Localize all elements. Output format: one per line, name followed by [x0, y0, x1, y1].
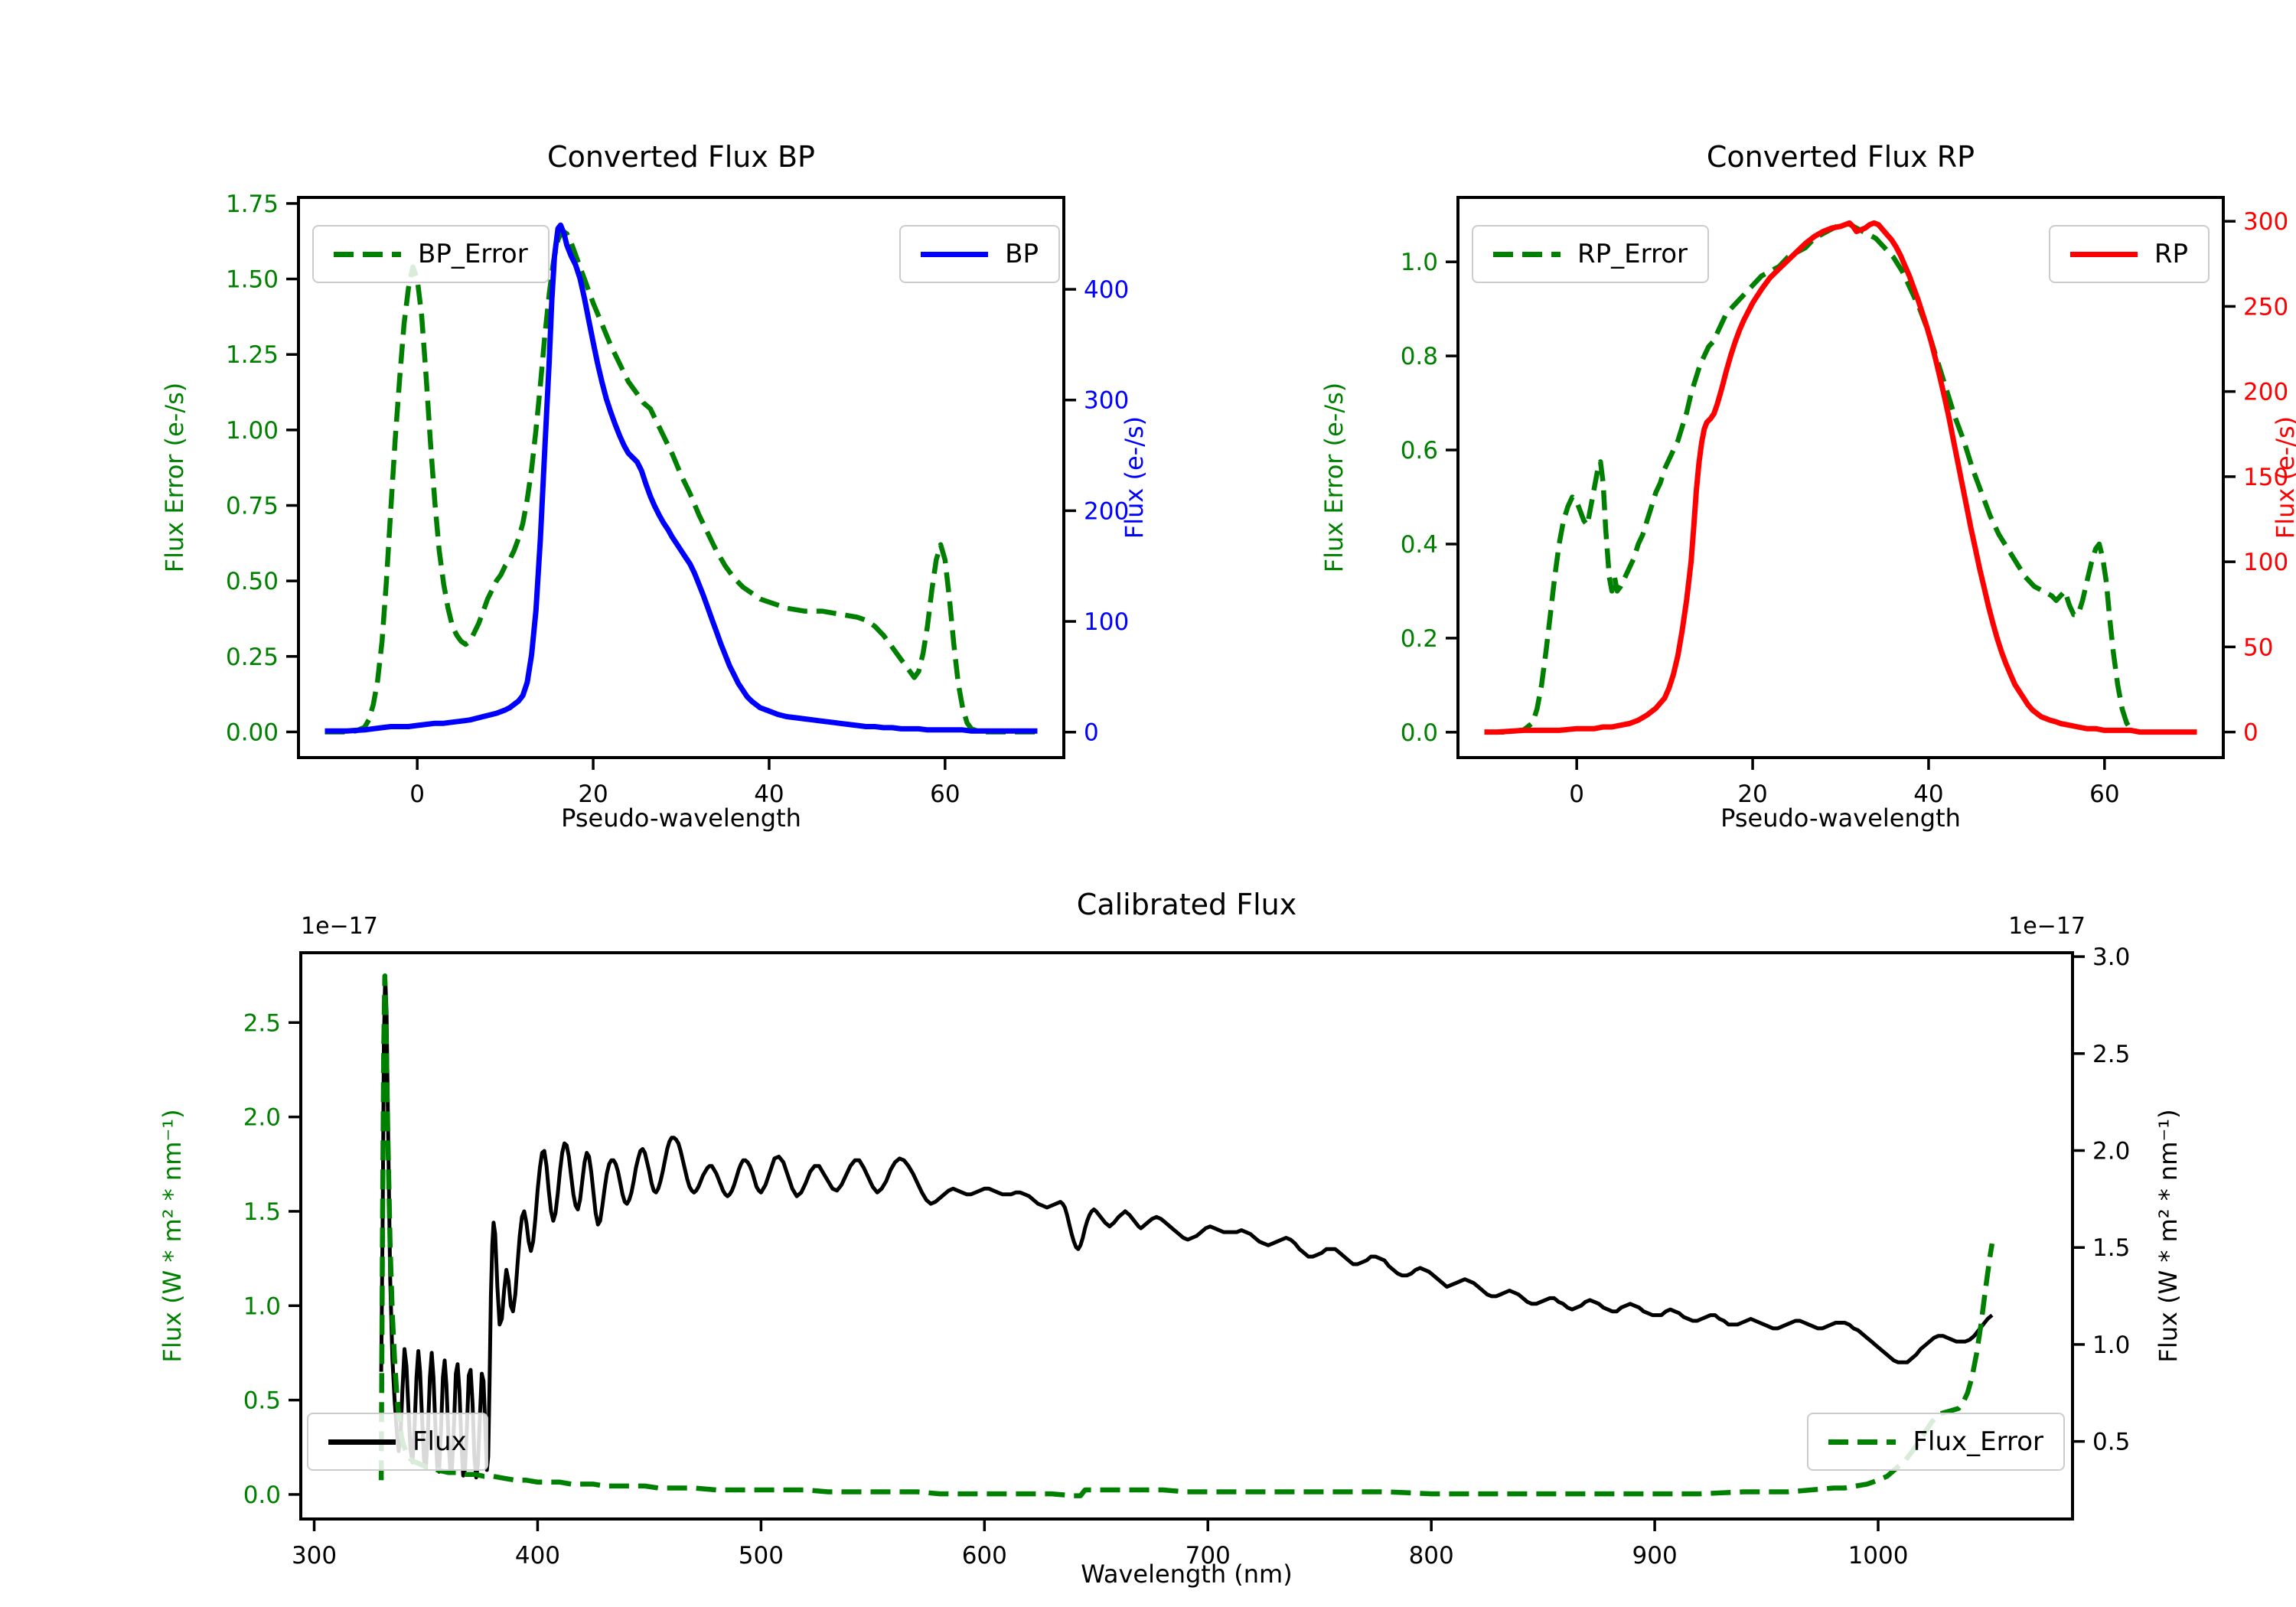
right-tick-label: 100: [2243, 549, 2288, 576]
bp-bp-curve: [325, 222, 1038, 734]
rp-error-legend-line-icon: [1493, 251, 1561, 257]
left-tick-label: 0.4: [1401, 531, 1438, 559]
right-tick-label: 2.5: [2092, 1041, 2130, 1068]
cal-flux_error-curve: [378, 973, 1995, 1498]
rp-x-axis-label: Pseudo-wavelength: [1720, 804, 1961, 833]
bp-bp_error-curve: [325, 228, 1038, 735]
bp-left-axis-label: Flux Error (e-/s): [160, 382, 189, 573]
right-tick-label: 50: [2243, 634, 2273, 661]
left-tick-label: 0.25: [226, 644, 279, 671]
x-tick-label: 1000: [1848, 1542, 1909, 1570]
rp-plot-area: 0 20 40 60 0.0 0.2 0.4 0.6 0.8 1.0 0 50 100 150 200 250…: [1401, 196, 2288, 808]
x-tick-label: 20: [578, 781, 608, 808]
right-tick-label: 100: [1084, 608, 1129, 636]
x-tick-label: 600: [962, 1542, 1007, 1570]
cal-flux-legend-label: Flux: [413, 1426, 467, 1457]
x-tick-label: 0: [1569, 781, 1584, 808]
bp-error-legend-line-icon: [334, 251, 401, 257]
cal-flux-error-legend-label: Flux_Error: [1913, 1426, 2043, 1457]
rp-legend-label: RP: [2154, 239, 2188, 269]
bp-legend-label: BP: [1005, 239, 1039, 269]
right-tick-label: 200: [2243, 379, 2288, 406]
x-tick-label: 500: [739, 1542, 784, 1570]
left-tick-label: 1.0: [1401, 249, 1438, 276]
cal-flux-legend-line-icon: [328, 1439, 396, 1445]
left-tick-label: 0.0: [1401, 719, 1438, 747]
bp-x-axis-label: Pseudo-wavelength: [561, 804, 801, 833]
bp-plot-border: [297, 196, 1065, 759]
right-tick-label: 0: [2243, 719, 2258, 747]
rp-legend-line-icon: [2069, 251, 2138, 257]
left-tick-label: 1.50: [226, 266, 279, 294]
cal-flux-error-legend: Flux_Error: [1807, 1413, 2065, 1471]
bp-chart-title: Converted Flux BP: [547, 140, 815, 174]
x-tick-label: 20: [1737, 781, 1767, 808]
right-tick-label: 2.0: [2092, 1137, 2130, 1165]
x-tick-label: 400: [515, 1542, 560, 1570]
left-tick-label: 1.0: [243, 1292, 281, 1320]
x-tick-label: 40: [754, 781, 784, 808]
cal-left-offset-text: 1e−17: [301, 913, 378, 940]
x-tick-label: 300: [292, 1542, 337, 1570]
bp-error-legend-label: BP_Error: [418, 239, 528, 269]
bp-error-legend: BP_Error: [312, 225, 550, 283]
right-tick-label: 0: [1084, 719, 1099, 747]
left-tick-label: 0.00: [226, 719, 279, 746]
right-tick-label: 0.5: [2092, 1429, 2130, 1456]
x-tick-label: 60: [930, 781, 960, 808]
cal-plot-area: 300 400 500 600 700 800 900 1000 0.0 0.5 1.0 1.5 2.0…: [243, 944, 2131, 1570]
x-tick-label: 900: [1632, 1542, 1678, 1570]
right-tick-label: 300: [1084, 387, 1129, 415]
left-tick-label: 0.75: [226, 493, 279, 520]
right-tick-label: 3.0: [2092, 944, 2130, 971]
right-tick-label: 400: [1084, 276, 1129, 304]
cal-plot-border: [299, 951, 2074, 1521]
left-tick-label: 0.5: [243, 1387, 281, 1415]
left-tick-label: 0.0: [243, 1482, 281, 1509]
left-tick-label: 0.6: [1401, 437, 1438, 464]
cal-flux-curve: [379, 973, 1994, 1480]
cal-right-axis-label: Flux (W * m² * nm⁻¹): [2154, 1109, 2183, 1363]
left-tick-label: 2.5: [243, 1009, 281, 1037]
cal-chart-title: Calibrated Flux: [1076, 888, 1297, 921]
cal-flux-error-legend-line-icon: [1828, 1439, 1896, 1445]
cal-x-axis-label: Wavelength (nm): [1081, 1560, 1293, 1589]
rp-error-legend-label: RP_Error: [1577, 239, 1688, 269]
right-tick-label: 1.5: [2092, 1234, 2130, 1262]
left-tick-label: 1.00: [226, 417, 279, 445]
bp-plot-area: 0 20 40 60 0.00 0.25 0.50 0.75 1.00 1.25 1.50 1.75 0…: [226, 191, 1129, 808]
x-tick-label: 60: [2089, 781, 2119, 808]
right-tick-label: 1.0: [2092, 1332, 2130, 1359]
rp-rp-curve: [1484, 220, 2197, 735]
cal-right-offset-text: 1e−17: [2008, 913, 2086, 940]
right-tick-label: 250: [2243, 293, 2288, 321]
left-tick-label: 1.75: [226, 191, 279, 218]
left-tick-label: 0.2: [1401, 625, 1438, 653]
x-tick-label: 40: [1913, 781, 1943, 808]
left-tick-label: 1.5: [243, 1198, 281, 1226]
rp-legend: RP: [2048, 225, 2210, 283]
rp-left-axis-label: Flux Error (e-/s): [1319, 382, 1349, 573]
bp-legend: BP: [899, 225, 1060, 283]
bp-legend-line-icon: [921, 251, 989, 257]
left-tick-label: 0.8: [1401, 343, 1438, 370]
cal-flux-legend: Flux: [307, 1413, 488, 1471]
left-tick-label: 2.0: [243, 1104, 281, 1132]
x-tick-label: 700: [1186, 1542, 1231, 1570]
left-tick-label: 1.25: [226, 341, 279, 369]
left-tick-label: 0.50: [226, 568, 279, 595]
rp-error-legend: RP_Error: [1472, 225, 1710, 283]
right-tick-label: 150: [2243, 464, 2288, 491]
right-tick-label: 200: [1084, 497, 1129, 525]
rp-rp_error-curve: [1484, 221, 2197, 735]
x-tick-label: 800: [1409, 1542, 1454, 1570]
x-tick-label: 0: [409, 781, 425, 808]
cal-left-axis-label: Flux (W * m² * nm⁻¹): [158, 1109, 187, 1363]
rp-chart-title: Converted Flux RP: [1706, 140, 1975, 174]
right-tick-label: 300: [2243, 208, 2288, 236]
